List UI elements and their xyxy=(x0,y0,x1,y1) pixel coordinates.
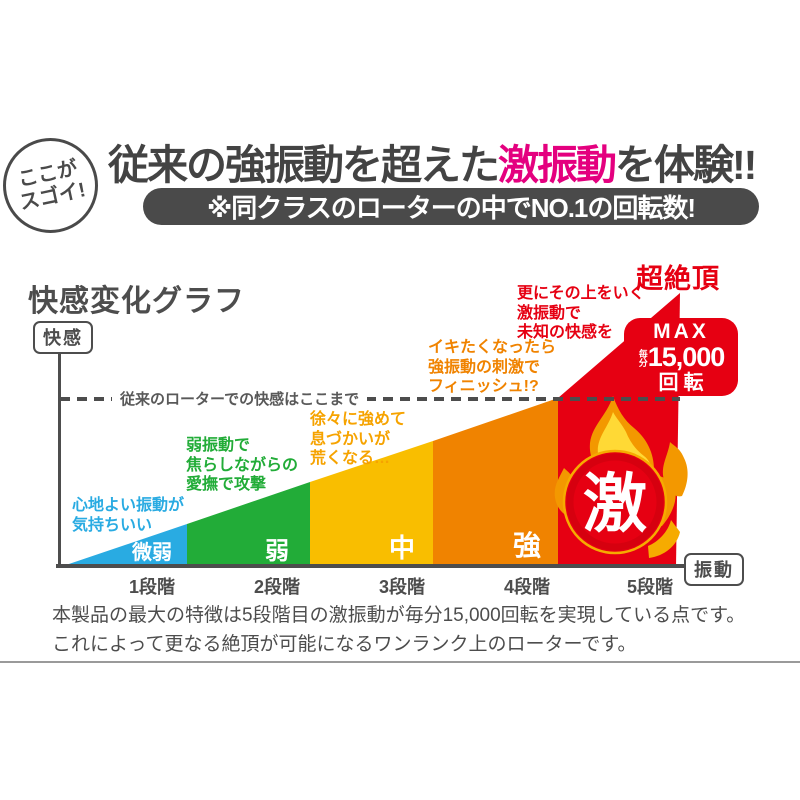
sub-banner: ※同クラスのローターの中でNO.1の回転数! xyxy=(143,188,759,225)
bottom-divider xyxy=(0,661,800,663)
annotation-stage4: イキたくなったら 強振動の刺激で フィニッシュ!? xyxy=(428,339,557,396)
tick-stage4: 4段階 xyxy=(503,577,551,597)
geki-circle xyxy=(562,449,668,555)
annotation-stage5: 更にその上をいく 激振動で 未知の快感を xyxy=(517,285,645,342)
headline-pre: 従来の強振動を超えた xyxy=(108,142,500,188)
highlight-badge: ここが スゴイ! xyxy=(3,138,98,233)
main-headline: 従来の強振動を超えた激振動を体験!! xyxy=(108,131,788,191)
band-label-stage1: 微弱 xyxy=(132,542,172,564)
flame-emblem: 激 xyxy=(554,396,688,558)
footer-line1: 本製品の最大の特徴は5段階目の激振動が毎分15,000回転を実現している点です。 xyxy=(52,605,746,626)
annotation-stage2: 弱振動で 焦らしながらの 愛撫で攻撃 xyxy=(186,437,299,494)
band-stage4 xyxy=(433,398,558,567)
geki-circle-ring xyxy=(566,453,664,551)
max-badge-value: 15,000 xyxy=(647,342,726,372)
headline-post: を体験!! xyxy=(615,142,757,188)
band-label-stage3: 中 xyxy=(388,533,416,563)
x-axis-line xyxy=(56,564,684,568)
y-axis-line xyxy=(58,346,61,567)
band-stage2 xyxy=(187,482,310,567)
max-badge-value-row: 毎分 15,000 xyxy=(637,342,726,372)
chart-title: 快感変化グラフ xyxy=(28,285,245,318)
flame-bottom xyxy=(648,520,680,558)
x-axis-label-box: 振動 xyxy=(684,553,744,586)
tick-stage5: 5段階 xyxy=(626,577,674,597)
max-rpm-badge: MAX 毎分 15,000 回転 xyxy=(624,318,738,396)
flame-right xyxy=(662,442,688,497)
annotation-stage1: 心地よい振動が 気持ちいい xyxy=(72,497,185,534)
tick-stage2: 2段階 xyxy=(253,577,301,597)
max-badge-rotations: 回転 xyxy=(658,372,709,394)
footer-line2: これによって更なる絶頂が可能になるワンランク上のローターです。 xyxy=(52,634,637,655)
annotation-stage3: 徐々に強めて 息づかいが 荒くなる… xyxy=(310,411,407,468)
band-label-stage4: 強 xyxy=(512,530,542,561)
y-axis-label-box: 快感 xyxy=(33,321,93,354)
band-stage1 xyxy=(60,524,187,567)
band-label-stage5: 激 xyxy=(583,468,647,540)
tick-stage3: 3段階 xyxy=(378,577,426,597)
band-label-stage2: 弱 xyxy=(265,538,289,565)
band-stage3 xyxy=(310,441,433,567)
peak-label: 超絶頂 xyxy=(636,264,720,294)
highlight-badge-text: ここが スゴイ! xyxy=(13,156,88,215)
max-badge-unit: 毎分 xyxy=(637,348,648,367)
tick-stage1: 1段階 xyxy=(128,577,176,597)
headline-highlight: 激振動 xyxy=(498,142,617,188)
threshold-label: 従来のローターでの快感はここまで xyxy=(112,388,368,409)
sub-banner-text: ※同クラスのローターの中でNO.1の回転数! xyxy=(206,193,696,223)
threshold-dashed-line xyxy=(60,397,680,401)
max-badge-max: MAX xyxy=(653,320,709,343)
